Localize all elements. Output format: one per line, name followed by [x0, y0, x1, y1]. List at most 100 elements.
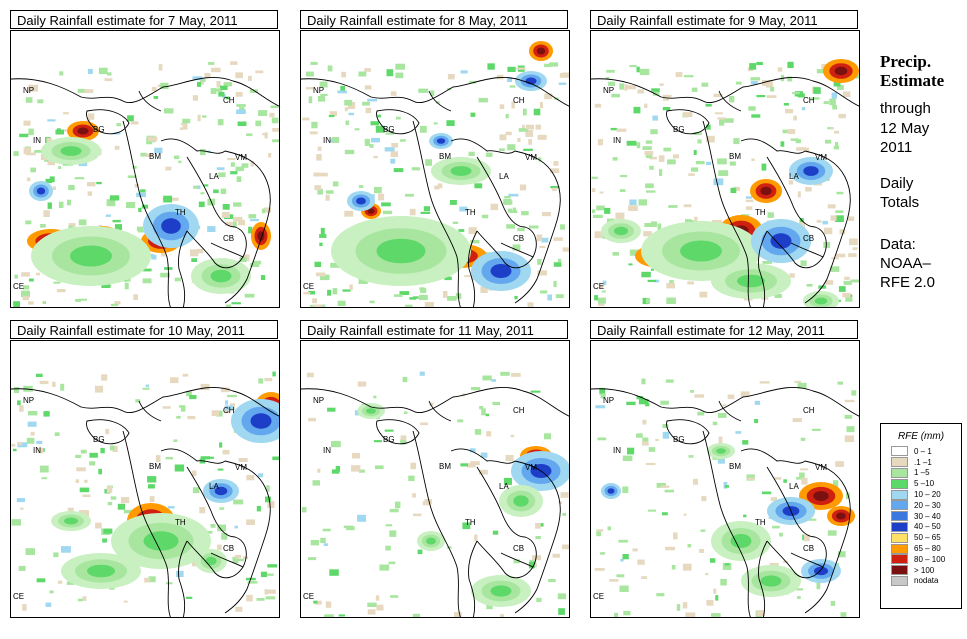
rain-pixel	[606, 69, 615, 73]
rain-pixel	[179, 127, 184, 130]
rain-pixel	[303, 292, 311, 295]
rain-pixel	[21, 272, 30, 277]
rain-pixel	[629, 65, 637, 68]
rain-pixel	[112, 445, 118, 452]
rain-pixel	[532, 555, 541, 561]
rain-pixel	[83, 89, 94, 94]
country-label-bm: BM	[439, 152, 451, 161]
country-border	[514, 150, 561, 304]
rain-pixel	[250, 219, 259, 222]
rain-pixel	[642, 437, 649, 443]
rain-pixel	[105, 428, 110, 435]
rain-pixel	[624, 84, 628, 91]
rain-pixel	[562, 512, 566, 516]
country-border	[412, 120, 461, 307]
rain-pixel	[659, 83, 664, 86]
rain-pixel	[687, 544, 692, 548]
rain-pixel	[320, 537, 326, 544]
rain-pixel	[816, 582, 821, 590]
rain-pixel	[331, 137, 339, 143]
rain-pixel	[95, 522, 102, 529]
rain-pixel	[645, 140, 653, 144]
rain-pixel	[560, 224, 565, 230]
rain-pixel	[844, 435, 854, 443]
country-border	[766, 156, 827, 269]
rainfall-panel-7-may: Daily Rainfall estimate for 7 May, 2011 …	[10, 10, 280, 308]
rain-pixel	[250, 160, 254, 167]
country-border	[122, 430, 171, 617]
rain-pixel	[474, 534, 478, 542]
rain-pixel	[620, 175, 628, 178]
rain-pixel	[36, 440, 43, 444]
rain-pixel	[663, 96, 669, 101]
rain-pixel	[174, 464, 185, 472]
rain-pixel	[825, 139, 832, 144]
rain-pixel	[796, 476, 803, 480]
country-label-cb: CB	[803, 544, 814, 553]
rain-pixel	[549, 62, 559, 67]
rain-pixel	[190, 249, 199, 257]
rain-pixel	[246, 133, 253, 137]
map-canvas: NP CH IN BG BM VM LA TH CB CE	[591, 59, 859, 307]
rain-pixel	[521, 211, 529, 216]
rain-pixel	[636, 66, 640, 73]
rain-pixel	[642, 419, 647, 425]
rain-pixel	[507, 77, 513, 82]
rain-pixel	[343, 525, 354, 528]
legend-item: > 100	[891, 565, 961, 576]
rain-pixel	[236, 176, 242, 182]
panel-title: Daily Rainfall estimate for 10 May, 2011	[10, 320, 278, 339]
rainfall-map: NP CH IN BG BM VM LA TH CB CE	[10, 340, 280, 618]
rain-pixel	[162, 406, 171, 409]
rain-pixel	[258, 110, 268, 116]
legend-item: 65 – 80	[891, 543, 961, 554]
rain-pixel	[470, 461, 480, 465]
rain-pixel	[200, 149, 206, 156]
rain-pixel	[762, 79, 772, 86]
rain-pixel	[233, 221, 237, 228]
rain-pixel	[42, 301, 46, 304]
sidebar-through: through	[880, 100, 931, 117]
rain-pixel	[28, 278, 34, 282]
rain-pixel	[839, 229, 846, 235]
rain-pixel	[693, 132, 702, 135]
rain-pixel	[749, 63, 757, 70]
rain-pixel	[17, 400, 21, 406]
rain-pixel	[192, 95, 198, 101]
country-border	[500, 242, 534, 258]
rain-pixel	[138, 207, 142, 212]
rainfall-panel-12-may: Daily Rainfall estimate for 12 May, 2011…	[590, 320, 860, 618]
rain-pixel	[252, 260, 262, 265]
rain-cell	[730, 534, 752, 548]
country-border	[450, 138, 516, 154]
rain-pixel	[396, 116, 401, 120]
rain-pixel	[13, 151, 19, 156]
rain-cell	[814, 297, 828, 305]
rain-pixel	[248, 214, 257, 219]
rain-pixel	[408, 475, 415, 482]
rain-pixel	[327, 65, 333, 72]
rain-pixel	[133, 294, 138, 300]
rain-pixel	[694, 394, 705, 398]
country-label-bg: BG	[673, 435, 685, 444]
rain-pixel	[722, 562, 732, 570]
country-border	[186, 466, 247, 579]
rain-pixel	[525, 130, 534, 137]
rain-pixel	[272, 139, 279, 143]
rain-pixel	[98, 67, 108, 75]
rain-pixel	[756, 95, 766, 98]
rain-pixel	[706, 599, 714, 606]
country-label-bg: BG	[93, 435, 105, 444]
rain-pixel	[165, 457, 173, 460]
rain-pixel	[688, 173, 695, 176]
rain-pixel	[236, 104, 246, 107]
rain-pixel	[650, 221, 658, 228]
rain-pixel	[619, 585, 629, 592]
rain-pixel	[328, 115, 335, 118]
rain-pixel	[636, 433, 643, 438]
rain-pixel	[713, 178, 724, 186]
rain-cell	[214, 486, 228, 496]
rain-pixel	[420, 288, 427, 293]
rain-pixel	[797, 596, 801, 599]
rain-pixel	[712, 421, 718, 426]
